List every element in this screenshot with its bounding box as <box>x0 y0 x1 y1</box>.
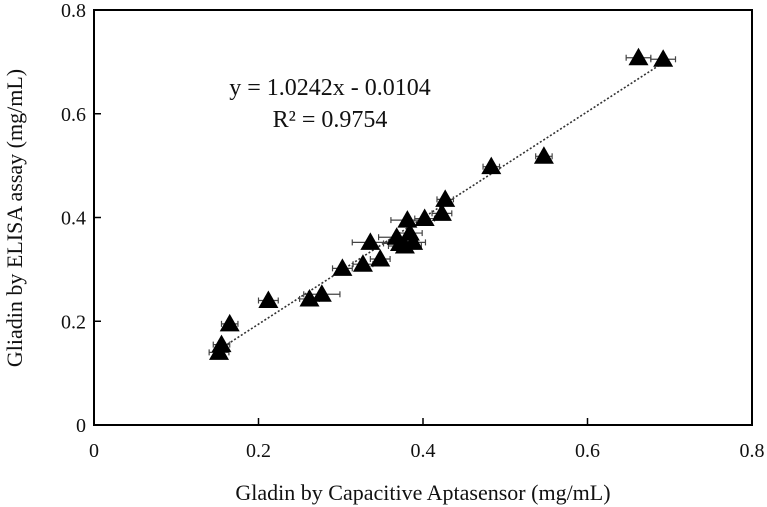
data-point-triangle <box>414 208 435 227</box>
data-point-triangle <box>653 49 674 67</box>
x-axis-label: Gladin by Capacitive Aptasensor (mg/mL) <box>235 480 610 505</box>
data-point-triangle <box>431 203 452 221</box>
data-point-triangle <box>481 156 502 175</box>
data-point-triangle <box>352 254 373 272</box>
data-point-triangle <box>435 189 456 207</box>
x-tick-label: 0.6 <box>575 440 600 462</box>
regression-equation: y = 1.0242x - 0.0104 <box>229 75 431 101</box>
y-tick-label: 0.2 <box>61 311 86 333</box>
y-axis-label: Gliadin by ELISA assay (mg/mL) <box>2 69 27 367</box>
y-tick-label: 0.8 <box>61 0 86 22</box>
data-point-triangle <box>211 334 232 353</box>
data-point-triangle <box>219 313 240 332</box>
data-point-triangle <box>360 232 381 250</box>
y-axis-ticks: 0 0.2 0.4 0.6 0.8 <box>61 0 101 437</box>
data-point-triangle <box>628 47 649 66</box>
data-point-triangle <box>403 232 424 250</box>
x-axis-ticks: 0 0.2 0.4 0.6 0.8 <box>89 418 765 462</box>
data-points <box>209 47 674 360</box>
x-tick-label: 0 <box>89 440 99 462</box>
x-tick-label: 0.4 <box>411 440 436 462</box>
y-tick-label: 0.4 <box>61 208 86 230</box>
data-point-triangle <box>533 146 554 164</box>
data-point-triangle <box>397 210 418 228</box>
r-squared: R² = 0.9754 <box>273 107 388 133</box>
y-tick-label: 0.6 <box>61 104 86 126</box>
data-point-triangle <box>370 249 391 267</box>
x-tick-label: 0.2 <box>246 440 271 462</box>
trendline <box>216 63 662 352</box>
data-point-triangle <box>332 258 353 276</box>
data-point-triangle <box>311 284 332 302</box>
data-point-triangle <box>299 288 320 307</box>
data-point-triangle <box>258 290 279 308</box>
x-tick-label: 0.8 <box>740 440 765 462</box>
y-tick-label: 0 <box>76 415 86 437</box>
